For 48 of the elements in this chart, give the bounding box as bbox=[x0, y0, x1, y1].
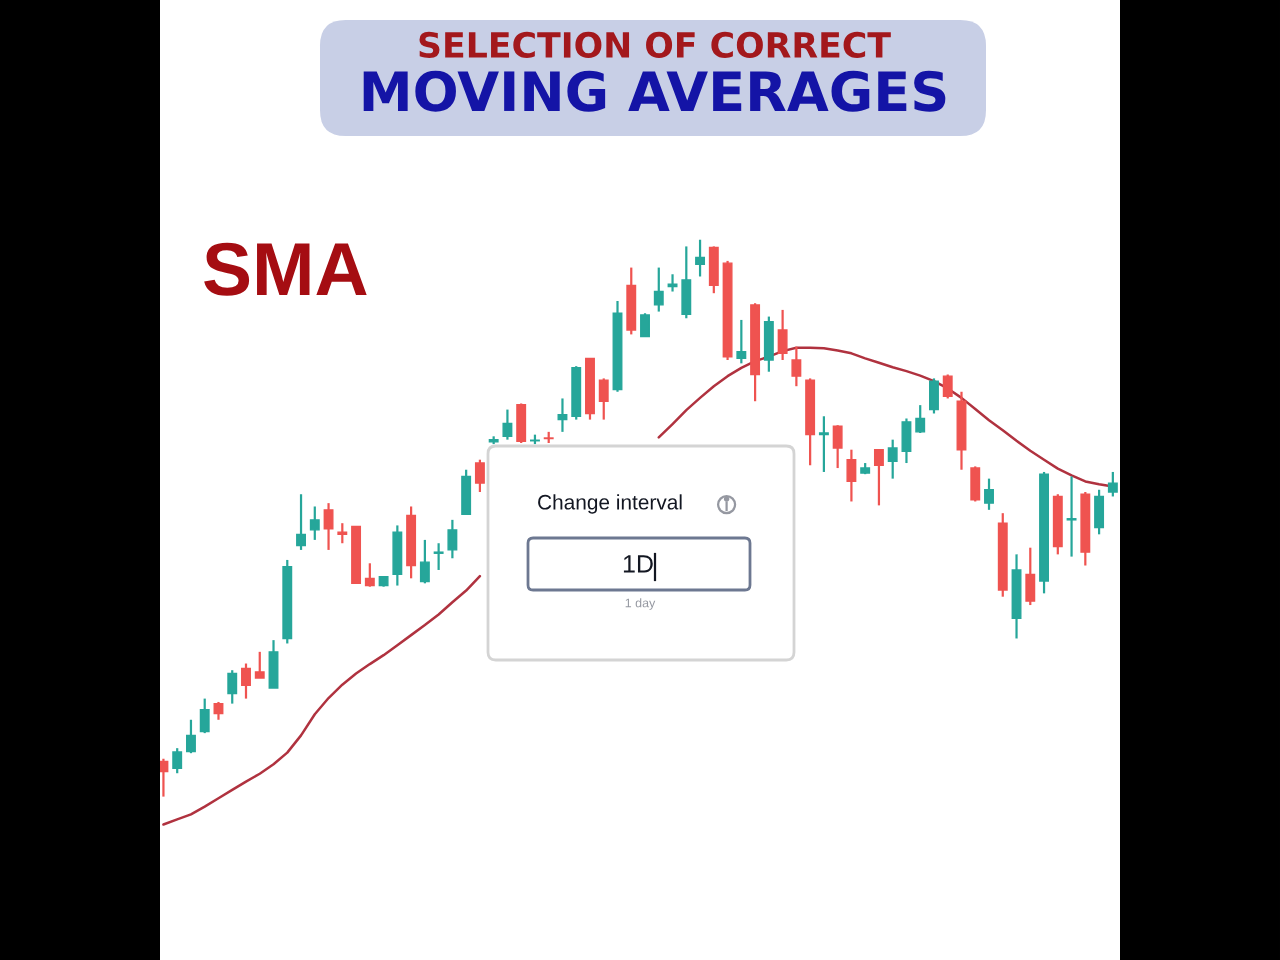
candlestick bbox=[392, 524, 403, 587]
chart-subtitle: MOVING AVERAGES bbox=[363, 70, 946, 112]
candlestick bbox=[736, 318, 747, 365]
annotation: 1D bbox=[623, 555, 653, 573]
candlestick bbox=[818, 415, 829, 474]
candlestick bbox=[502, 408, 513, 441]
candlestick bbox=[172, 747, 183, 775]
candlestick bbox=[695, 238, 706, 278]
candlestick bbox=[1025, 546, 1036, 607]
candlestick bbox=[199, 697, 210, 735]
candlestick bbox=[447, 518, 458, 560]
candlestick bbox=[461, 468, 472, 516]
candlestick bbox=[915, 404, 926, 435]
candlestick bbox=[791, 345, 802, 388]
candlestick bbox=[185, 718, 196, 755]
candlestick bbox=[929, 377, 939, 415]
candlestick bbox=[1066, 475, 1077, 558]
candlestick bbox=[160, 757, 169, 798]
candlestick bbox=[626, 266, 637, 336]
candlestick bbox=[227, 669, 238, 705]
chart-title: SELECTION OF CORRECT bbox=[419, 31, 891, 59]
candlestick bbox=[846, 448, 857, 503]
candlestick bbox=[419, 538, 430, 585]
candlestick bbox=[1094, 488, 1105, 536]
candlestick bbox=[337, 522, 348, 545]
candlestick bbox=[268, 639, 279, 690]
candlestick bbox=[598, 377, 609, 421]
candlestick bbox=[640, 312, 650, 338]
candlestick bbox=[763, 315, 774, 373]
candlestick bbox=[832, 424, 843, 470]
candlestick bbox=[777, 308, 788, 362]
candlestick bbox=[653, 266, 664, 313]
candlestick bbox=[474, 458, 485, 494]
candlestick bbox=[1107, 470, 1118, 498]
candlestick bbox=[254, 650, 265, 680]
candlestick bbox=[970, 465, 981, 503]
candlestick bbox=[323, 502, 334, 552]
annotation: Change interval bbox=[538, 494, 682, 514]
candlestick bbox=[296, 493, 306, 552]
candlestick bbox=[241, 662, 251, 700]
candlestick bbox=[309, 505, 320, 542]
candlestick bbox=[433, 542, 444, 572]
candlestick bbox=[873, 448, 884, 507]
candlestick bbox=[364, 562, 375, 588]
candlestick bbox=[984, 477, 994, 511]
candlestick bbox=[516, 402, 527, 445]
candlestick bbox=[708, 245, 719, 295]
annotation: SMA bbox=[204, 242, 367, 296]
